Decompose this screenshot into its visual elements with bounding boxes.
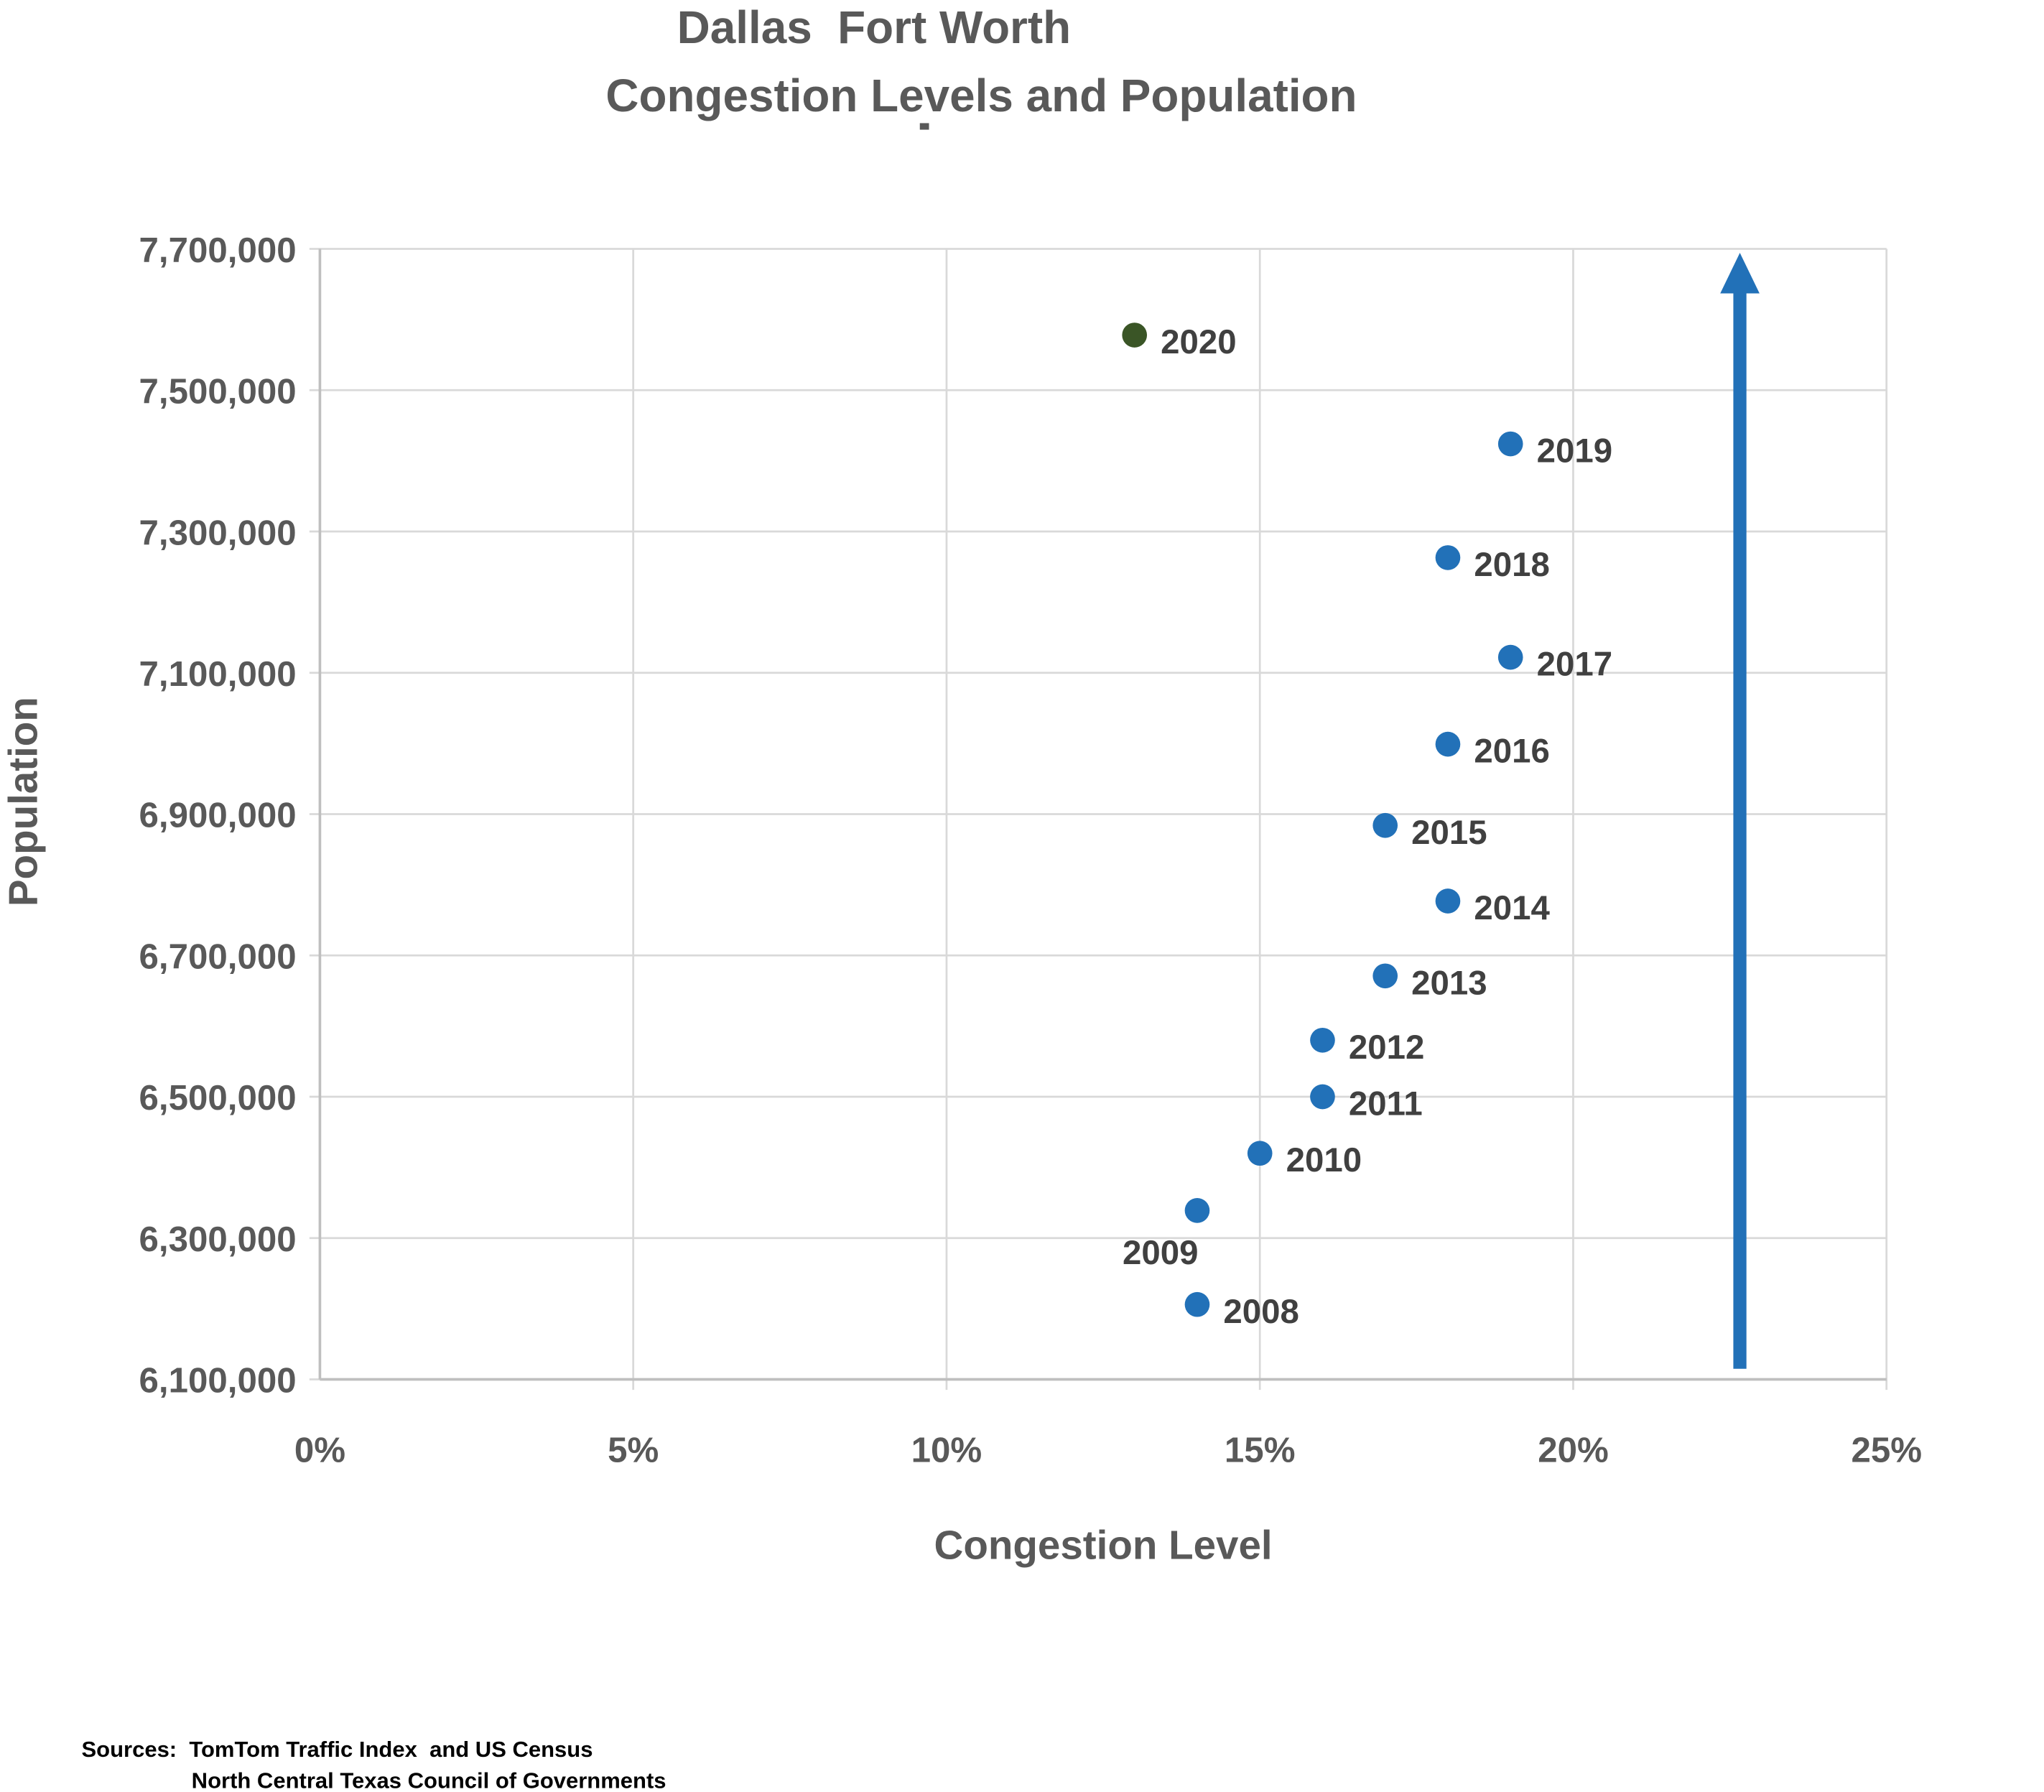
y-tick-label: 6,500,000 [139,1078,297,1118]
sources-line-1: Sources: TomTom Traffic Index and US Cen… [81,1737,593,1762]
y-tick-label: 7,500,000 [139,372,297,412]
x-tick-label: 10% [911,1430,982,1470]
data-point-2019 [1497,431,1523,457]
y-tick-label: 6,100,000 [139,1361,297,1401]
data-label-2015: 2015 [1411,814,1487,852]
data-label-2013: 2013 [1411,964,1487,1002]
data-point-2010 [1247,1141,1273,1166]
data-label-2008: 2008 [1223,1293,1299,1331]
data-point-2014 [1435,888,1461,914]
y-tick-label: 6,700,000 [139,937,297,976]
data-point-2018 [1435,545,1461,570]
data-label-2011: 2011 [1349,1085,1423,1123]
x-tick-label: 5% [608,1430,659,1470]
data-label-2018: 2018 [1474,546,1549,584]
data-point-2016 [1435,731,1461,757]
chart-title-line-1: Dallas Fort Worth [677,1,1072,53]
y-tick-labels: 6,100,000 6,300,000 6,500,000 6,700,000 6,90… [139,231,297,1401]
arrow-head [1720,252,1760,294]
y-tick-label: 7,700,000 [139,231,297,270]
data-point-2020 [1122,322,1148,348]
chart-title-line-2: Congestion Levels and Population [605,70,1357,121]
data-point-2017 [1497,644,1523,670]
data-label-2009: 2009 [1123,1234,1198,1272]
y-tick-label: 6,900,000 [139,796,297,835]
data-label-2017: 2017 [1537,646,1612,684]
y-tick-label: 7,100,000 [139,654,297,694]
trend-arrow [1720,252,1760,1369]
data-point-2008 [1184,1291,1210,1317]
x-tick-label: 25% [1851,1430,1922,1470]
y-tick-label: 7,300,000 [139,513,297,552]
y-axis-label: Population [0,697,45,906]
sources-line-2: North Central Texas Council of Governmen… [192,1768,666,1792]
gridlines [309,248,1888,1391]
x-tick-label: 15% [1225,1430,1296,1470]
data-label-2012: 2012 [1349,1029,1424,1067]
y-tick-label: 6,300,000 [139,1220,297,1259]
data-label-2020: 2020 [1161,323,1236,361]
x-tick-labels: 0% 5% 10% 15% 20% 25% [294,1430,1922,1470]
x-tick-label: 0% [294,1430,345,1470]
x-tick-label: 20% [1538,1430,1609,1470]
data-point-2009 [1184,1198,1210,1223]
title-artifact-mark [919,123,929,130]
data-label-2014: 2014 [1474,889,1550,927]
data-label-2019: 2019 [1537,432,1612,470]
data-point-2013 [1372,963,1398,989]
data-point-2015 [1372,812,1398,838]
data-label-2010: 2010 [1286,1141,1362,1179]
data-points: 2008 2009 2010 2011 2012 2013 2014 2015 2016 2017… [1122,322,1612,1331]
data-point-2012 [1310,1027,1335,1053]
x-axis-label: Congestion Level [934,1522,1273,1567]
data-point-2011 [1310,1084,1335,1110]
data-label-2016: 2016 [1474,733,1549,771]
